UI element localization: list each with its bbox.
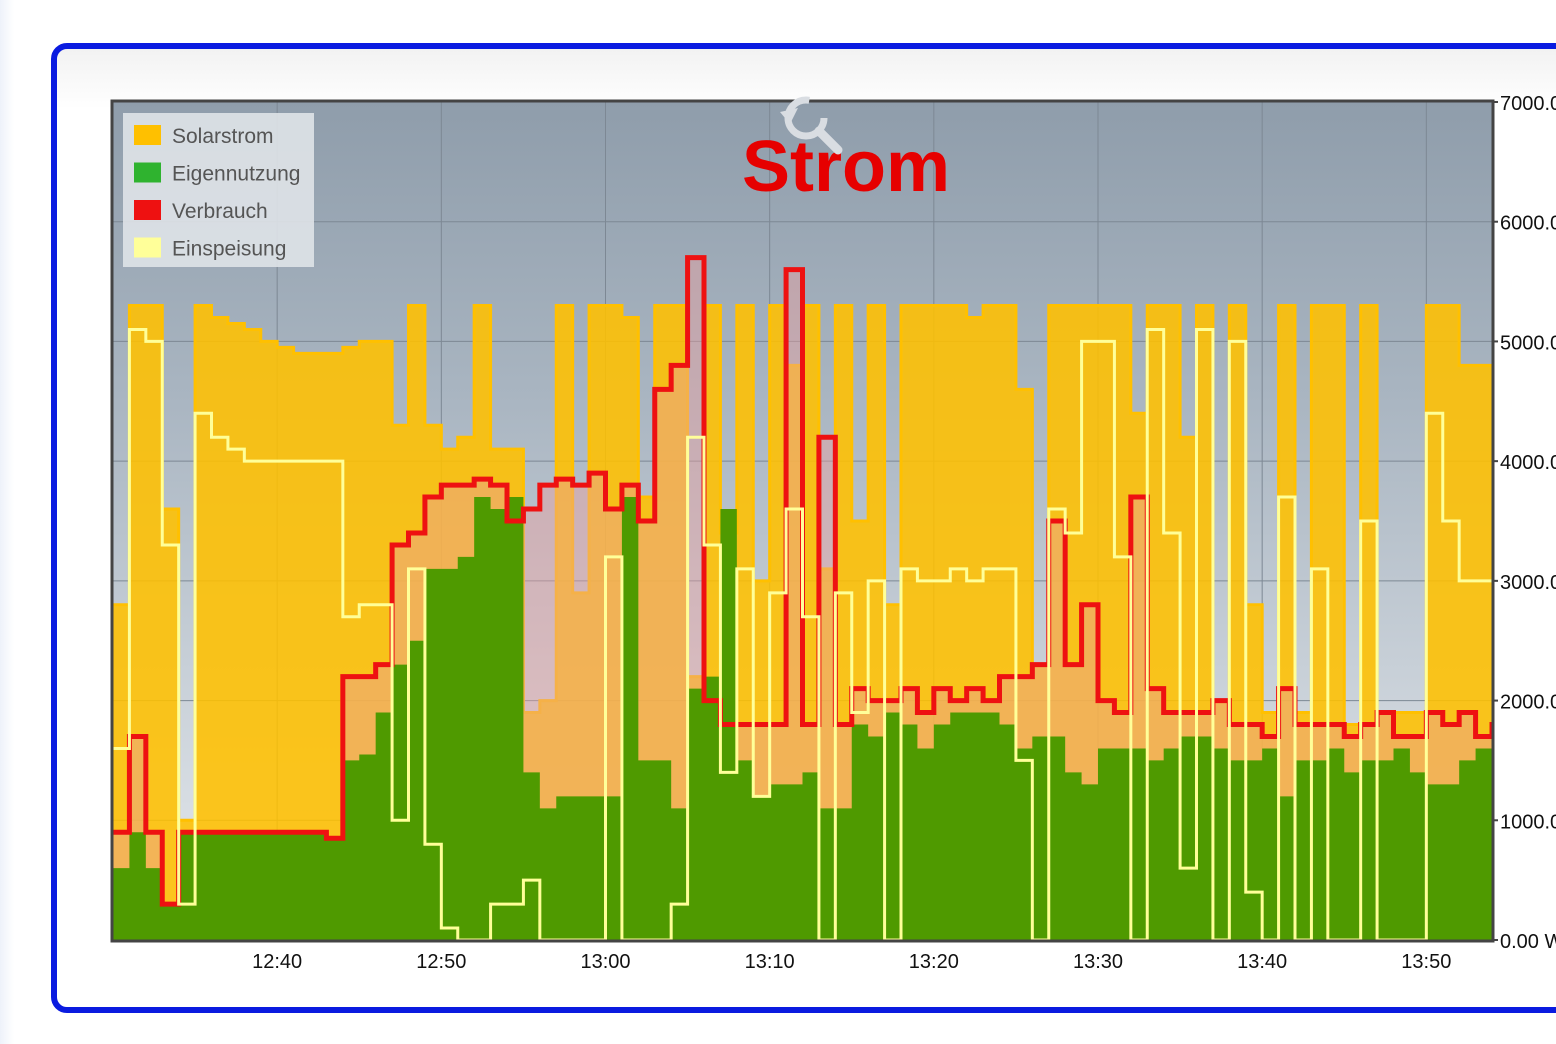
series-einspeisung-line [113,327,1492,940]
y-tick-label: 3000.0 [1500,572,1556,594]
y-tick-label: 2000.0 [1500,692,1556,714]
chart-title: Strom [742,127,950,207]
y-tick-label: 1000.0 [1500,811,1556,833]
x-tick-label: 13:00 [580,951,630,973]
y-tick-label: 0.00 W [1500,931,1556,953]
x-tick-label: 13:30 [1073,951,1123,973]
x-tick-label: 13:10 [745,951,795,973]
reset-zoom-icon[interactable] [780,96,843,155]
left-edge-strip [0,0,14,1044]
legend-swatch [134,162,161,183]
y-tick-label: 5000.0 [1500,332,1556,354]
legend-label: Einspeisung [172,238,286,261]
x-tick-label: 12:40 [252,951,302,973]
x-tick-label: 13:50 [1401,951,1451,973]
legend-label: Verbrauch [172,200,268,223]
legend-swatch [134,200,161,220]
x-tick-label: 13:40 [1237,951,1287,973]
legend-label: Eigennutzung [172,163,300,186]
x-axis: 12:40 12:50 13:00 13:10 13:20 13:30 13:40 13:50 [252,951,1451,973]
legend-label: Solarstrom [172,125,274,148]
legend: Solarstrom Eigennutzung Verbrauch Einspeisu… [123,113,314,267]
y-tick-label: 6000.0 [1500,213,1556,235]
x-tick-label: 12:50 [416,951,466,973]
legend-swatch [134,237,161,258]
y-axis: 0.00 W 1000.0 2000.0 3000.0 4000.0 5000.0 6000… [1492,93,1556,953]
series-solarstrom-line [113,304,1492,822]
legend-swatch [134,125,161,145]
y-tick-label: 4000.0 [1500,452,1556,474]
y-tick-label: 7000.0 [1500,93,1556,115]
series-layer [113,255,1492,940]
x-tick-label: 13:20 [909,951,959,973]
